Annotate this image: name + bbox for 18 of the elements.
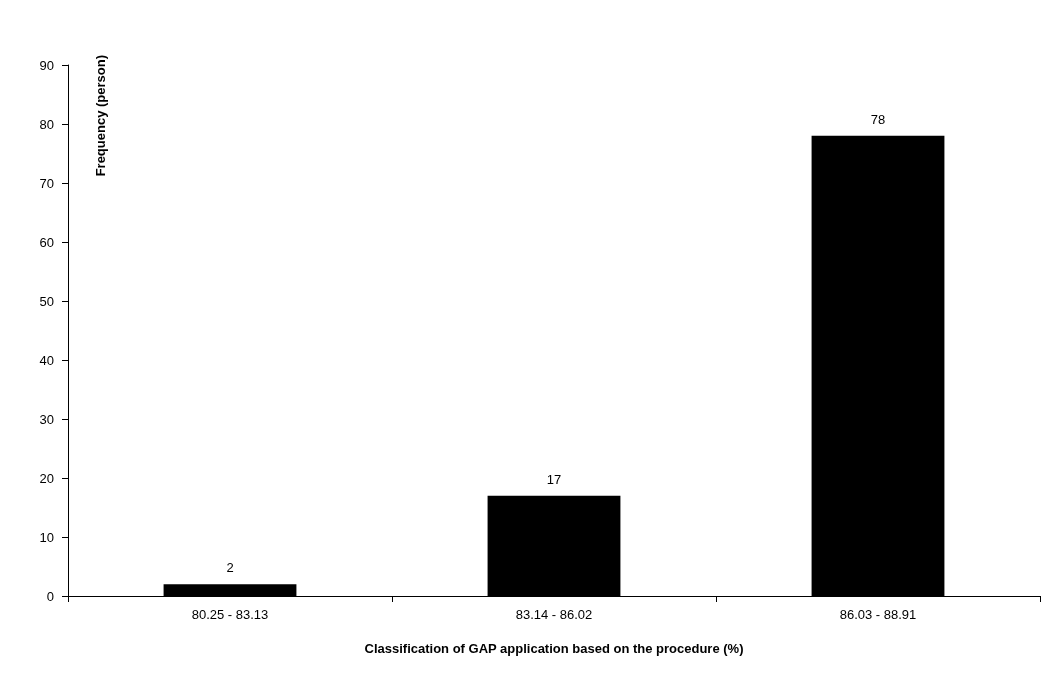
data-label: 17	[546, 471, 562, 487]
x-tick-label: 80.25 - 83.13	[191, 607, 269, 622]
y-tick-label: 60	[39, 234, 54, 250]
y-tick-label: 40	[39, 352, 54, 368]
y-tick-label: 90	[39, 57, 54, 73]
data-label: 2	[226, 560, 234, 576]
x-tick-label: 83.14 - 86.02	[515, 607, 593, 622]
y-axis-title: Frequency (person)	[92, 55, 108, 177]
y-tick-label: 70	[39, 175, 54, 191]
data-label: 78	[870, 111, 886, 127]
y-tick-label: 30	[39, 411, 54, 427]
x-tick-label: 86.03 - 88.91	[839, 607, 917, 622]
y-tick-label: 20	[39, 470, 54, 486]
y-tick-label: 50	[39, 293, 54, 309]
y-tick-label: 0	[46, 588, 54, 604]
y-tick-label: 10	[39, 529, 54, 545]
x-axis-title: Classification of GAP application based on the procedure (%)	[364, 641, 744, 656]
y-tick-label: 80	[39, 116, 54, 132]
